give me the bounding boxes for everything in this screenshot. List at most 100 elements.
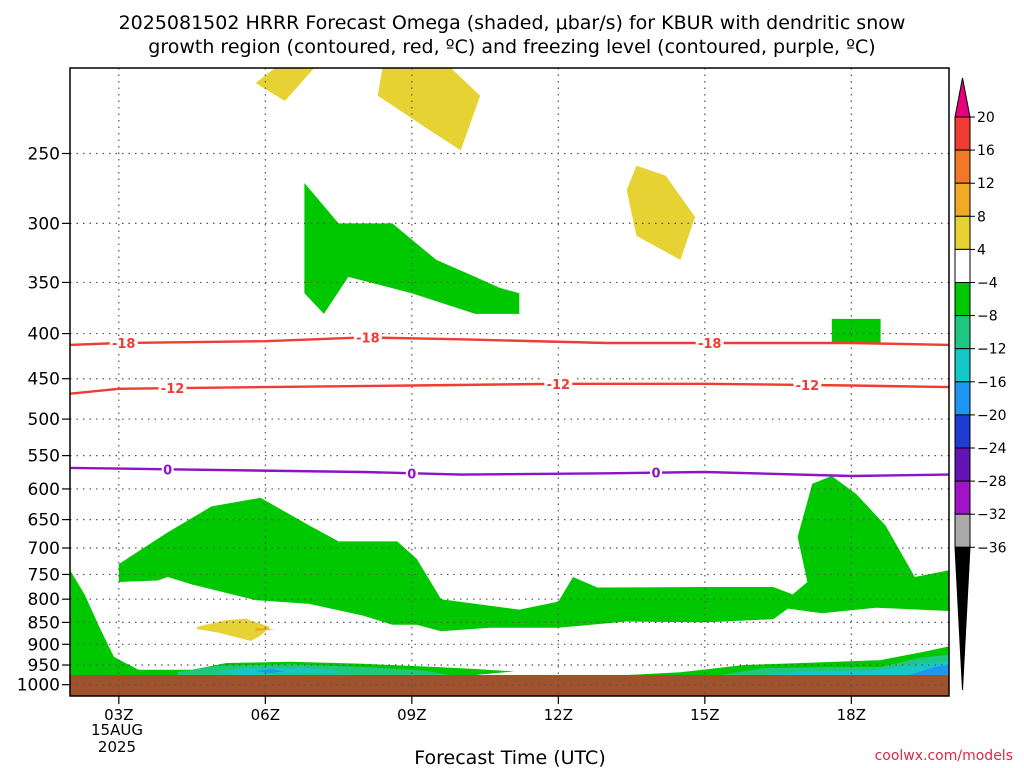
omega-region-6 [197, 618, 271, 641]
terrain-layer [70, 674, 949, 696]
colorbar: 20 16 12 8 4 −4 −8 −12 −16 −20 −24 −28 −32 −36 [954, 77, 1007, 691]
x-tick-label-18Z: 18Z [837, 706, 866, 724]
y-tick-label-700: 700 [28, 539, 60, 559]
x-axis-date-year: 2025 [98, 738, 136, 756]
contour-line--18 [70, 336, 949, 347]
contour-label: -18 [356, 331, 380, 346]
y-tick-label-800: 800 [28, 590, 60, 610]
contour-line--12 [70, 382, 949, 395]
contour-label-bg [353, 330, 382, 345]
omega-region-3 [304, 183, 520, 314]
colorbar-label: 20 [977, 110, 995, 126]
colorbar-swatch-0 [954, 116, 971, 151]
x-axis-date-day: 15AUG [91, 721, 143, 739]
y-tick-label-950: 950 [28, 656, 60, 676]
contour-label-bg [405, 466, 418, 481]
omega-region-7 [255, 627, 276, 632]
x-axis: 03Z 06Z 09Z 12Z 15Z 18Z [104, 696, 866, 724]
colorbar-label: 12 [977, 176, 995, 192]
colorbar-label: 8 [977, 209, 986, 225]
colorbar-label: 16 [977, 143, 995, 159]
x-tick-label-06Z: 06Z [251, 706, 280, 724]
contour-label-bg [158, 381, 187, 396]
omega-region-10 [216, 668, 354, 675]
contour-label-bg [544, 376, 573, 391]
contour-label-bg [695, 336, 724, 351]
y-tick-label-900: 900 [28, 635, 60, 655]
x-tick-label-15Z: 15Z [690, 706, 719, 724]
y-tick-label-600: 600 [28, 480, 60, 500]
plot-frame [69, 67, 950, 697]
colorbar-label: −20 [977, 408, 1007, 424]
y-tick-label-300: 300 [28, 214, 60, 234]
colorbar-label: −8 [977, 309, 998, 325]
y-tick-label-850: 850 [28, 613, 60, 633]
colorbar-swatch-12 [954, 513, 971, 548]
colorbar-swatch-9 [954, 414, 971, 449]
x-tick-label-12Z: 12Z [544, 706, 573, 724]
contour-line-0 [70, 466, 949, 478]
contour-label: 0 [407, 467, 416, 482]
contour-label: -12 [161, 382, 185, 397]
contour-label: 0 [651, 467, 660, 482]
x-tick-label-09Z: 09Z [397, 706, 426, 724]
colorbar-swatch-7 [954, 348, 971, 383]
chart-title-line-2: growth region (contoured, red, ºC) and f… [148, 36, 875, 58]
y-axis: 2503003504004505005506006507007508008509… [17, 144, 70, 696]
colorbar-swatch-1 [954, 149, 971, 184]
contour-lines: -18 -18 -18 -12 -12 -12 0 0 0 [70, 330, 949, 482]
omega-region-4 [831, 318, 881, 343]
terrain-fill [70, 674, 949, 696]
colorbar-label: −24 [977, 441, 1007, 457]
contour-label: -18 [698, 337, 722, 352]
colorbar-swatch-6 [954, 315, 971, 350]
colorbar-label: −12 [977, 342, 1007, 358]
omega-region-11 [255, 669, 285, 673]
y-tick-label-250: 250 [28, 144, 60, 164]
contour-label-bg [650, 465, 662, 480]
colorbar-swatch-3 [954, 215, 971, 250]
colorbar-label: 4 [977, 242, 986, 258]
credit-text: coolwx.com/models [875, 748, 1013, 764]
omega-region-2 [626, 165, 696, 260]
colorbar-swatch-2 [954, 182, 971, 217]
contour-label: 0 [163, 463, 172, 478]
colorbar-label: −4 [977, 276, 998, 292]
contour-label-bg [109, 335, 138, 350]
y-tick-label-450: 450 [28, 370, 60, 390]
omega-region-5 [118, 476, 949, 632]
colorbar-label: −32 [977, 507, 1007, 523]
omega-region-8 [70, 570, 515, 675]
y-tick-label-650: 650 [28, 511, 60, 531]
omega-region-1 [377, 68, 481, 151]
y-tick-label-400: 400 [28, 325, 60, 345]
contour-label-bg [161, 462, 174, 477]
y-tick-label-500: 500 [28, 410, 60, 430]
colorbar-label: −28 [977, 474, 1007, 490]
contour-label: -12 [547, 378, 571, 393]
y-tick-label-350: 350 [28, 273, 60, 293]
omega-region-0 [255, 68, 315, 101]
y-tick-label-550: 550 [28, 447, 60, 467]
contour-label: -18 [112, 337, 136, 352]
colorbar-label: −16 [977, 375, 1007, 391]
x-tick-label-03Z: 03Z [104, 706, 133, 724]
grid-lines [70, 68, 949, 696]
contour-label-bg [793, 377, 822, 392]
colorbar-label: −36 [977, 540, 1007, 556]
y-tick-label-750: 750 [28, 565, 60, 585]
colorbar-swatch-4 [954, 248, 971, 283]
colorbar-bottom-arrow [954, 546, 971, 691]
chart-title-line-1: 2025081502 HRRR Forecast Omega (shaded, … [119, 12, 906, 34]
omega-region-15 [909, 665, 949, 675]
colorbar-swatch-8 [954, 381, 971, 416]
colorbar-swatch-5 [954, 282, 971, 317]
omega-region-14 [763, 661, 949, 675]
colorbar-swatch-11 [954, 480, 971, 515]
omega-shading [70, 68, 949, 675]
contour-label: -12 [796, 379, 820, 394]
colorbar-swatch-10 [954, 447, 971, 482]
y-tick-label-1000: 1000 [17, 676, 60, 696]
x-axis-title: Forecast Time (UTC) [414, 747, 605, 768]
